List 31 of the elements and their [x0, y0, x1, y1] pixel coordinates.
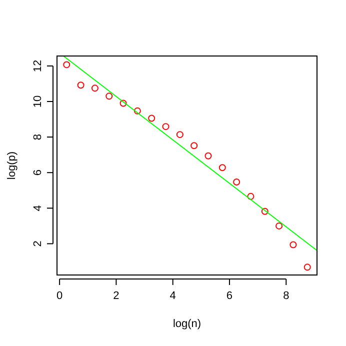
point: [162, 123, 170, 130]
x-tick-label: 2: [113, 290, 120, 302]
y-tick-label: 6: [32, 170, 44, 176]
x-tick-label: 8: [283, 290, 290, 302]
y-tick-label: 4: [32, 205, 44, 212]
y-tick-label: 8: [32, 134, 44, 140]
point: [276, 222, 283, 230]
point: [233, 178, 240, 186]
x-tick-label: 4: [170, 290, 176, 302]
point: [290, 241, 297, 248]
point: [218, 164, 226, 172]
point: [176, 131, 184, 138]
point: [120, 100, 127, 107]
x-tick-label: 0: [56, 290, 63, 302]
y-tick-label: 10: [32, 95, 44, 108]
point: [261, 208, 268, 215]
point: [304, 264, 311, 271]
y-tick-label: 12: [32, 60, 44, 72]
point: [63, 61, 70, 68]
point: [190, 142, 198, 150]
point: [247, 192, 254, 200]
point: [106, 92, 113, 100]
y-tick-label: 2: [32, 240, 44, 247]
point: [77, 82, 84, 89]
point: [148, 114, 156, 122]
point: [91, 84, 98, 92]
point: [134, 107, 141, 114]
x-axis-title: log(n): [172, 318, 202, 330]
point: [204, 152, 212, 160]
y-axis-title: log(p): [6, 151, 18, 180]
x-tick-label: 6: [226, 290, 233, 302]
